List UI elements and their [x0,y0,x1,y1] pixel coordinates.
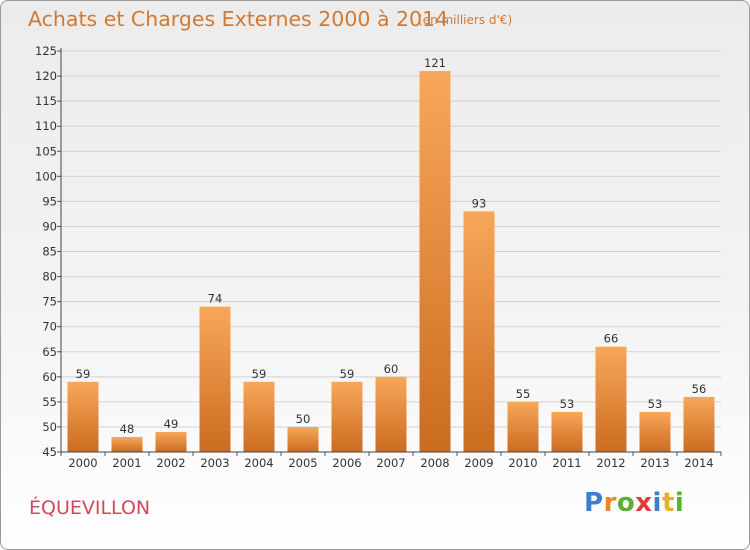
bar-2010 [507,401,539,452]
x-tick-label: 2008 [420,456,449,470]
y-tick-label: 50 [42,420,57,434]
data-label-2010: 55 [516,387,531,401]
x-tick-label: 2013 [640,456,669,470]
y-axis-ticks: 45 50 55 60 65 70 75 80 85 90 95 100 105 110 115 120 125 [35,44,61,459]
logo-letter: P [584,488,604,518]
data-label-2008: 121 [424,56,446,70]
data-label-2009: 93 [472,196,487,210]
data-label-2004: 59 [252,367,267,381]
y-tick-label: 45 [42,445,57,459]
x-tick-label: 2006 [332,456,361,470]
y-tick-label: 90 [42,219,57,233]
bar-2011 [551,411,583,452]
y-tick-label: 55 [42,395,57,409]
logo-letter: r [603,488,617,518]
bar-2014 [683,396,715,452]
proxiti-logo: Proxiti [584,488,684,518]
logo-letter: i [674,488,685,518]
y-tick-label: 120 [35,69,57,83]
x-tick-label: 2012 [596,456,625,470]
data-label-2013: 53 [648,397,663,411]
x-tick-label: 2011 [552,456,581,470]
bar-2007 [375,376,407,452]
y-tick-label: 100 [35,169,57,183]
bar-2001 [111,436,143,452]
data-label-2003: 74 [208,292,223,306]
data-label-2012: 66 [604,332,619,346]
y-tick-label: 115 [35,94,57,108]
y-tick-label: 95 [42,194,57,208]
bars [67,71,715,453]
logo-letter: x [635,488,653,518]
x-tick-label: 2000 [68,456,97,470]
x-tick-label: 2007 [376,456,405,470]
y-tick-label: 80 [42,270,57,284]
bar-2012 [595,346,627,452]
bar-2005 [287,426,319,452]
x-tick-label: 2002 [156,456,185,470]
data-label-2007: 60 [384,362,399,376]
commune-name: ÉQUEVILLON [29,497,151,519]
y-tick-label: 70 [42,320,57,334]
chart-title: Achats et Charges Externes 2000 à 2014 [28,7,449,31]
x-tick-label: 2009 [464,456,493,470]
x-tick-label: 2010 [508,456,537,470]
bar-2013 [639,411,671,452]
bar-2002 [155,431,187,452]
chart-unit: (en milliers d'€) [418,13,513,27]
data-label-2005: 50 [296,412,311,426]
y-tick-label: 105 [35,144,57,158]
x-axis-ticks: 2000 2001 2002 2003 2004 2005 2006 2007 2008 2009… [60,452,722,470]
y-tick-label: 110 [35,119,57,133]
data-label-2006: 59 [340,367,355,381]
data-label-2001: 48 [120,422,135,436]
x-tick-label: 2004 [244,456,273,470]
bar-2006 [331,381,363,452]
logo-letter: i [652,488,662,518]
axes [60,48,721,453]
logo-letter: t [661,488,675,518]
bar-2008 [419,71,451,453]
data-label-2000: 59 [76,367,91,381]
y-tick-label: 75 [42,295,57,309]
x-tick-label: 2003 [200,456,229,470]
x-tick-label: 2001 [112,456,141,470]
y-tick-label: 85 [42,245,57,259]
bar-2009 [463,211,495,452]
y-tick-label: 60 [42,370,57,384]
data-label-2002: 49 [164,417,179,431]
y-tick-label: 65 [42,345,57,359]
x-tick-label: 2005 [288,456,317,470]
x-tick-label: 2014 [684,456,713,470]
data-labels: 59 48 49 74 59 50 59 60 121 93 55 53 66 53 56 [76,56,707,436]
bar-2000 [67,381,99,452]
y-tick-label: 125 [35,44,57,58]
bar-2003 [199,306,231,452]
data-label-2011: 53 [560,397,575,411]
bar-2004 [243,381,275,452]
data-label-2014: 56 [692,382,707,396]
logo-letter: o [616,488,636,518]
